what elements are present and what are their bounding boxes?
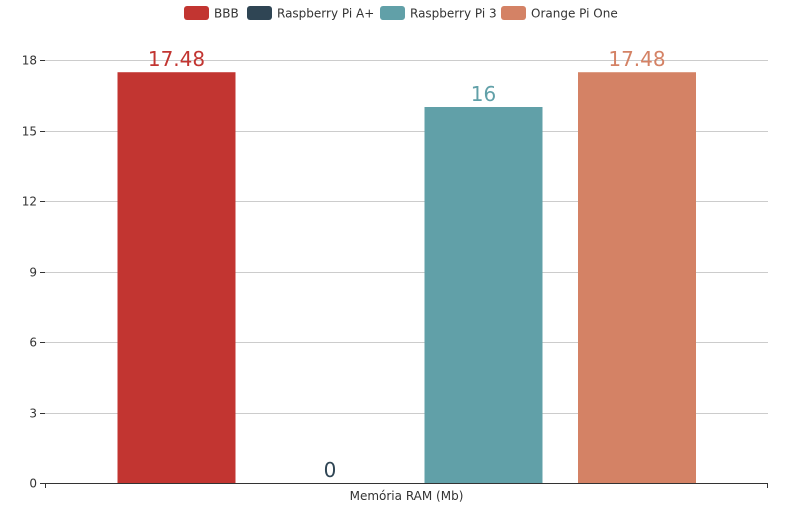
y-tick-label: 0 <box>29 477 37 491</box>
y-tick-label: 9 <box>29 266 37 280</box>
legend-swatch[interactable] <box>380 6 405 20</box>
data-label: 17.48 <box>608 47 665 71</box>
legend: BBB Raspberry Pi A+ Raspberry Pi 3 Orange P… <box>184 6 618 21</box>
y-tick-label: 18 <box>22 54 37 68</box>
legend-label[interactable]: Raspberry Pi A+ <box>277 7 374 21</box>
legend-swatch[interactable] <box>184 6 209 20</box>
data-label: 0 <box>324 458 337 482</box>
bar <box>117 72 236 483</box>
y-tick-label: 12 <box>22 195 37 209</box>
legend-label[interactable]: Raspberry Pi 3 <box>410 7 497 21</box>
x-axis: Memória RAM (Mb) <box>45 483 768 503</box>
data-label: 17.48 <box>148 47 205 71</box>
bar <box>424 107 543 483</box>
y-tick-label: 3 <box>29 407 37 421</box>
legend-label[interactable]: BBB <box>214 7 239 21</box>
legend-swatch[interactable] <box>247 6 272 20</box>
data-label: 16 <box>471 82 496 106</box>
y-tick-label: 6 <box>29 336 37 350</box>
y-tick-label: 15 <box>22 125 37 139</box>
data-labels: 17.48 0 16 17.48 <box>148 47 666 482</box>
bar <box>578 72 696 483</box>
x-category-label: Memória RAM (Mb) <box>350 489 464 503</box>
bars <box>117 72 696 483</box>
legend-label[interactable]: Orange Pi One <box>531 7 618 21</box>
legend-swatch[interactable] <box>501 6 526 20</box>
y-axis: 0 3 6 9 12 15 18 <box>22 54 45 491</box>
